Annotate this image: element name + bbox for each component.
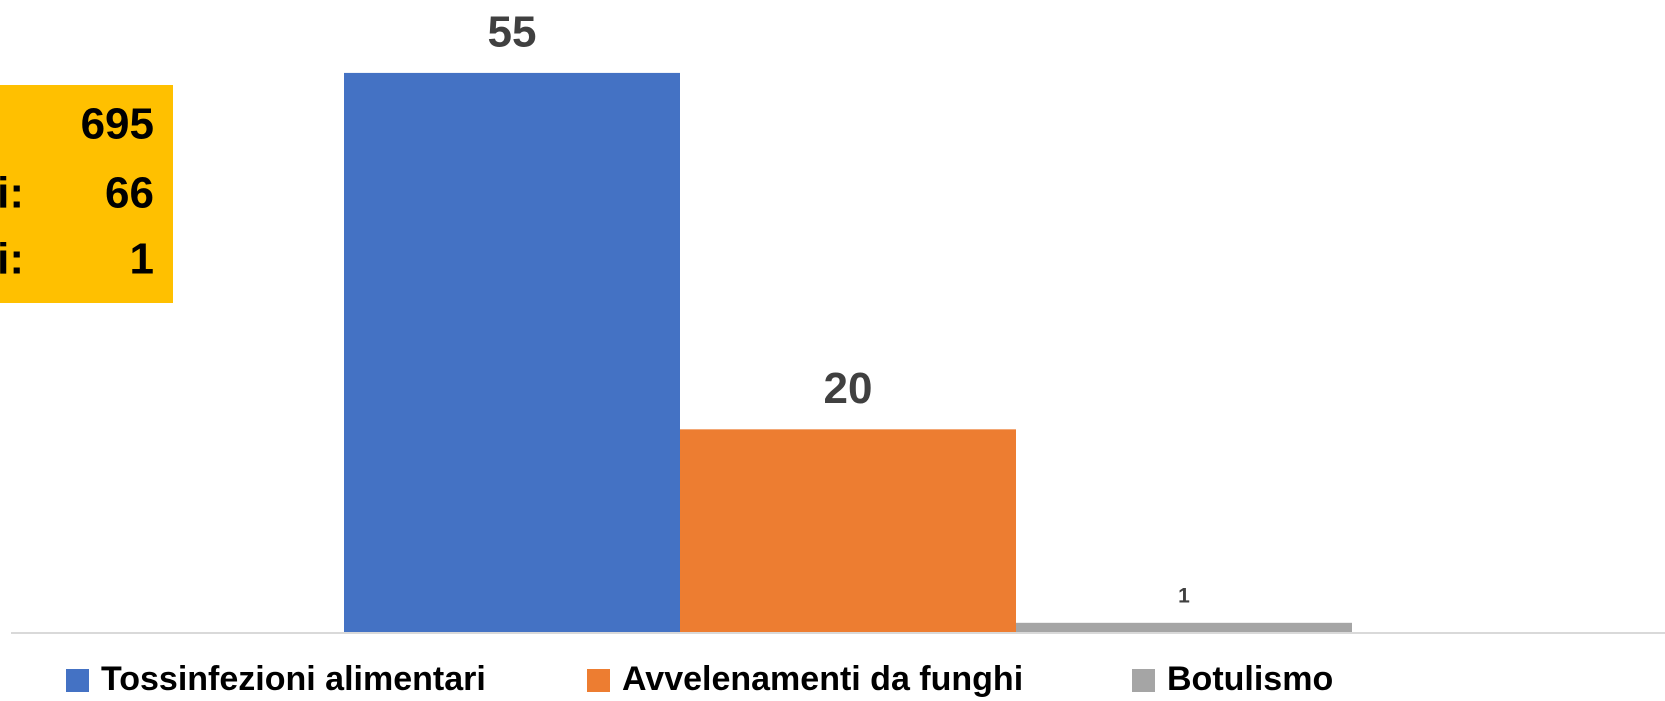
legend-swatch [66, 669, 89, 692]
data-label: 1 [1178, 584, 1190, 607]
legend-swatch [587, 669, 610, 692]
data-label: 55 [488, 8, 537, 57]
legend-swatch [1132, 669, 1155, 692]
legend-label: Tossinfezioni alimentari [101, 660, 486, 698]
info-box [0, 85, 173, 303]
info-value: 1 [130, 235, 154, 284]
bar [1016, 622, 1352, 633]
bar [680, 429, 1016, 633]
legend-label: Botulismo [1167, 660, 1333, 698]
info-value: 695 [81, 100, 154, 149]
data-label: 20 [824, 364, 873, 413]
legend-label: Avvelenamenti da funghi [622, 660, 1023, 698]
bar [344, 72, 680, 633]
info-label: i: [0, 169, 24, 218]
info-label: i: [0, 235, 24, 284]
info-value: 66 [105, 169, 154, 218]
